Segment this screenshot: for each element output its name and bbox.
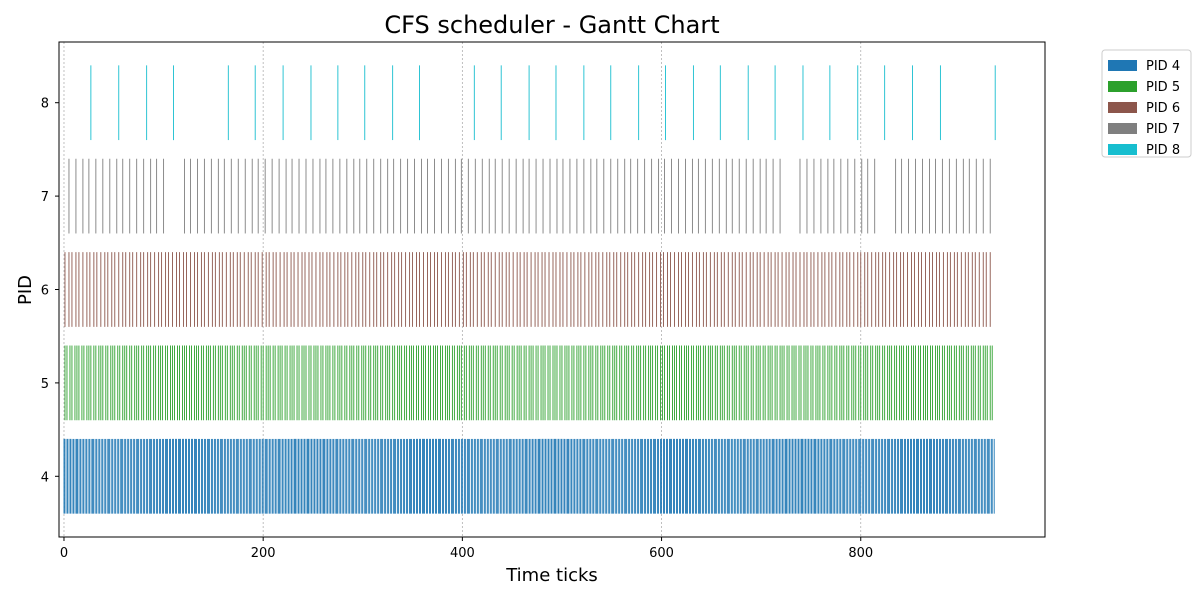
legend-label: PID 7 <box>1146 122 1180 137</box>
legend-item: PID 6 <box>1108 101 1180 116</box>
legend-swatch <box>1108 60 1137 71</box>
legend-item: PID 7 <box>1108 122 1180 137</box>
y-tick-label: 8 <box>41 97 49 112</box>
y-axis-ticks: 4 5 6 7 8 <box>41 97 59 485</box>
x-axis-ticks: 0 200 400 600 800 <box>60 537 873 561</box>
x-tick-label: 600 <box>649 546 674 561</box>
series-pid-7 <box>68 158 991 234</box>
series-pid-8 <box>90 65 996 141</box>
legend: PID 4 PID 5 PID 6 PID 7 PID 8 <box>1101 49 1192 158</box>
legend-item: PID 4 <box>1108 59 1180 74</box>
x-axis-label: Time ticks <box>505 565 598 586</box>
plot-area <box>63 65 996 514</box>
legend-label: PID 8 <box>1146 143 1180 158</box>
legend-item: PID 8 <box>1108 143 1180 158</box>
y-axis-label: PID <box>15 275 36 305</box>
x-tick-label: 200 <box>251 546 276 561</box>
y-tick-label: 5 <box>41 377 49 392</box>
legend-swatch <box>1108 123 1137 134</box>
legend-swatch <box>1108 102 1137 113</box>
legend-label: PID 4 <box>1146 59 1180 74</box>
legend-swatch <box>1108 81 1137 92</box>
legend-item: PID 5 <box>1108 80 1180 95</box>
x-tick-label: 0 <box>60 546 68 561</box>
series-pid-4 <box>63 438 995 514</box>
legend-swatch <box>1108 144 1137 155</box>
y-tick-label: 4 <box>41 470 49 485</box>
series-pid-5 <box>64 345 993 421</box>
legend-label: PID 5 <box>1146 80 1180 95</box>
series-pid-6 <box>64 252 991 327</box>
y-tick-label: 7 <box>41 190 49 205</box>
y-tick-label: 6 <box>41 284 49 299</box>
legend-label: PID 6 <box>1146 101 1180 116</box>
chart-title: CFS scheduler - Gantt Chart <box>384 11 719 39</box>
x-tick-label: 800 <box>848 546 873 561</box>
x-tick-label: 400 <box>450 546 475 561</box>
